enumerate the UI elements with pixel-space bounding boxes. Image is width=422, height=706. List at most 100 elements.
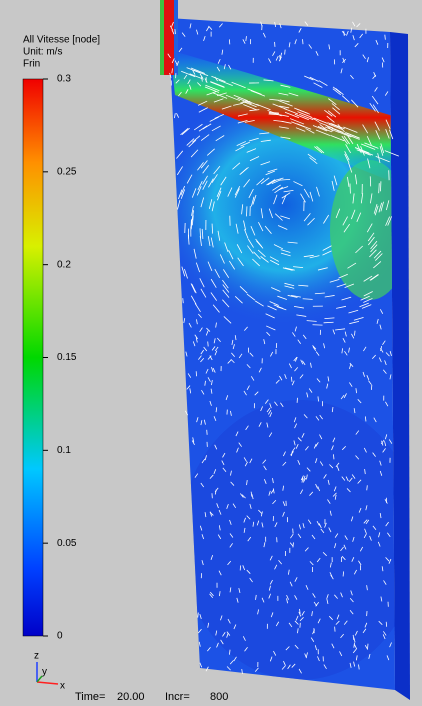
velocity-arrow <box>222 467 227 472</box>
velocity-arrow <box>294 356 298 362</box>
legend-title: All Vitesse [node] <box>23 35 100 46</box>
velocity-arrow <box>364 528 367 534</box>
velocity-arrow <box>335 462 340 468</box>
velocity-arrow <box>334 533 339 538</box>
velocity-arrow <box>291 451 293 457</box>
velocity-arrow <box>236 447 239 453</box>
velocity-arrow <box>204 86 220 93</box>
velocity-arrow <box>348 347 350 353</box>
velocity-arrow <box>300 193 306 203</box>
velocity-arrow <box>269 656 273 662</box>
velocity-arrow <box>354 174 358 185</box>
velocity-arrow <box>366 223 373 233</box>
velocity-arrow <box>185 89 189 94</box>
velocity-arrow <box>388 439 393 444</box>
velocity-arrow <box>360 295 370 301</box>
velocity-arrow <box>350 74 354 80</box>
velocity-arrow <box>250 491 253 497</box>
velocity-arrow <box>256 103 271 111</box>
velocity-arrow <box>317 267 328 271</box>
velocity-arrow <box>272 488 275 494</box>
velocity-arrow <box>274 213 283 221</box>
velocity-arrow <box>306 467 311 472</box>
velocity-arrow <box>255 594 257 600</box>
velocity-arrow <box>220 615 223 621</box>
velocity-arrow <box>324 522 327 528</box>
velocity-arrow <box>379 324 382 330</box>
velocity-arrow <box>209 593 214 598</box>
velocity-arrow <box>367 236 375 246</box>
velocity-arrow <box>349 597 354 603</box>
velocity-arrow <box>353 569 357 575</box>
velocity-arrow <box>344 350 348 356</box>
velocity-arrow <box>346 30 349 36</box>
velocity-arrow <box>282 461 287 466</box>
velocity-arrow <box>291 447 296 452</box>
velocity-arrow <box>366 585 368 591</box>
velocity-arrow <box>214 268 220 279</box>
velocity-arrow <box>319 414 323 420</box>
velocity-arrow <box>299 113 314 121</box>
velocity-arrow <box>314 292 325 295</box>
velocity-arrow <box>230 358 235 364</box>
velocity-arrow <box>384 34 386 40</box>
velocity-arrow <box>306 392 309 398</box>
velocity-arrow <box>375 155 390 163</box>
velocity-arrow <box>241 494 246 499</box>
velocity-arrow <box>248 188 254 199</box>
velocity-arrow <box>361 143 376 150</box>
velocity-arrow <box>317 656 320 662</box>
velocity-arrow <box>261 597 265 603</box>
velocity-arrow <box>226 503 229 509</box>
velocity-arrow <box>324 317 335 320</box>
velocity-arrow <box>330 123 345 130</box>
velocity-arrow <box>184 268 188 279</box>
velocity-arrow <box>379 470 383 476</box>
velocity-arrow <box>260 139 271 142</box>
velocity-arrow <box>199 662 203 668</box>
velocity-arrow <box>353 637 356 643</box>
velocity-arrow <box>298 668 302 674</box>
velocity-arrow <box>260 511 263 517</box>
velocity-arrow <box>217 230 221 241</box>
velocity-arrow <box>300 359 304 365</box>
velocity-arrow <box>192 341 196 347</box>
velocity-arrow <box>203 346 208 352</box>
velocity-arrow <box>345 133 360 140</box>
velocity-arrow <box>247 88 262 95</box>
time-label: Time= <box>75 691 105 703</box>
velocity-arrow <box>198 125 208 132</box>
velocity-arrow <box>211 174 218 183</box>
velocity-arrow <box>200 482 205 488</box>
velocity-arrow <box>290 294 301 298</box>
velocity-arrow <box>305 652 308 658</box>
velocity-arrow <box>310 362 312 368</box>
velocity-arrow <box>349 320 360 325</box>
velocity-arrow <box>215 135 225 142</box>
velocity-arrow <box>217 337 221 342</box>
velocity-arrow <box>385 119 391 129</box>
velocity-arrow <box>307 217 315 226</box>
velocity-arrow <box>298 27 302 33</box>
velocity-arrow <box>187 79 191 85</box>
velocity-arrow <box>233 624 237 630</box>
velocity-arrow <box>268 585 271 591</box>
velocity-arrow <box>258 422 262 427</box>
velocity-arrow <box>223 316 232 324</box>
velocity-arrow <box>243 104 258 111</box>
velocity-arrow <box>256 178 265 186</box>
velocity-arrow <box>249 109 260 112</box>
velocity-arrow <box>379 460 382 466</box>
velocity-arrow <box>297 111 312 118</box>
velocity-arrow <box>305 585 309 590</box>
velocity-arrow <box>368 380 372 385</box>
velocity-arrow <box>222 279 229 289</box>
velocity-arrow <box>378 620 383 625</box>
velocity-arrow <box>227 618 231 624</box>
colorbar-tick-label: 0.25 <box>57 166 77 177</box>
velocity-arrow <box>364 416 367 422</box>
velocity-arrow <box>332 88 342 96</box>
velocity-arrow <box>208 25 213 30</box>
velocity-arrow <box>382 631 387 636</box>
velocity-arrow <box>176 61 180 67</box>
